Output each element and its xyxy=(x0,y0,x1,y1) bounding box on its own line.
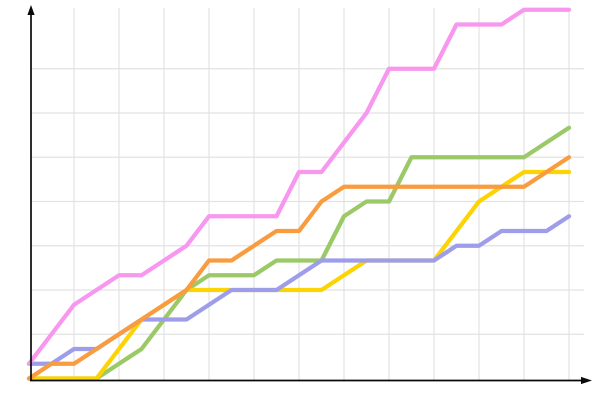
x-axis-arrow-icon xyxy=(581,376,592,385)
y-axis-arrow-icon xyxy=(27,5,35,15)
series-line-green xyxy=(26,125,572,381)
series-line-orange xyxy=(26,155,572,381)
series-line-pink xyxy=(26,7,572,366)
series-line-gold xyxy=(26,169,572,381)
